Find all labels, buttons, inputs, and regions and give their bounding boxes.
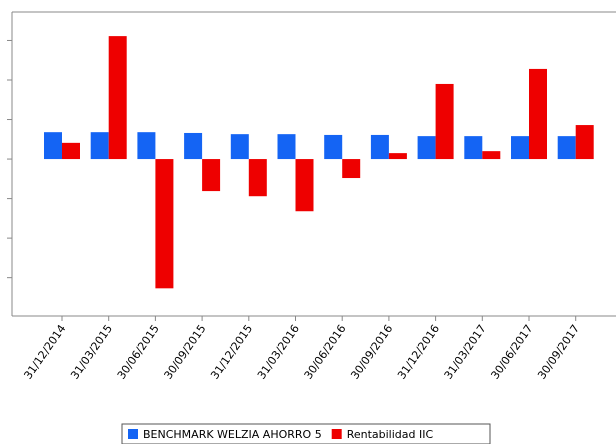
x-tick-label: 30/06/2016 [302,322,349,381]
x-tick-label: 30/06/2015 [115,322,162,381]
bar [511,136,529,160]
bar [388,153,407,160]
x-tick-label: 31/03/2017 [442,322,489,381]
bar [529,68,547,160]
bar [482,151,501,160]
bar [248,159,267,197]
x-tick-label: 30/09/2015 [162,322,209,381]
bar [62,142,80,160]
bar [324,134,343,160]
x-tick-label: 31/12/2014 [21,322,68,381]
bar [44,132,62,160]
x-tick-label: 31/03/2015 [68,322,115,381]
x-tick-label: 31/12/2015 [208,322,255,381]
legend-swatch [128,429,138,439]
x-tick-label: 31/03/2016 [255,322,302,381]
legend-swatch [331,429,342,439]
x-tick-label: 30/09/2017 [535,322,582,381]
legend-label: Rentabilidad IIC [347,428,434,441]
bar [137,132,156,160]
bar [464,136,483,160]
x-tick-label: 31/12/2016 [395,322,442,381]
bar [575,125,594,160]
legend-label: BENCHMARK WELZIA AHORRO 5 [143,428,322,441]
bar [277,134,296,160]
bar [370,134,389,160]
bar [108,36,127,160]
bar [435,83,454,160]
bar [295,159,314,212]
bar [417,136,436,160]
bar [557,136,576,160]
bar [155,159,174,289]
bar [90,132,109,160]
x-tick-label: 30/06/2017 [488,322,535,381]
bar [230,134,249,160]
bar [202,159,221,192]
x-tick-label: 30/09/2016 [348,322,395,381]
legend [121,423,491,444]
bar [184,132,203,160]
bar [342,159,361,179]
